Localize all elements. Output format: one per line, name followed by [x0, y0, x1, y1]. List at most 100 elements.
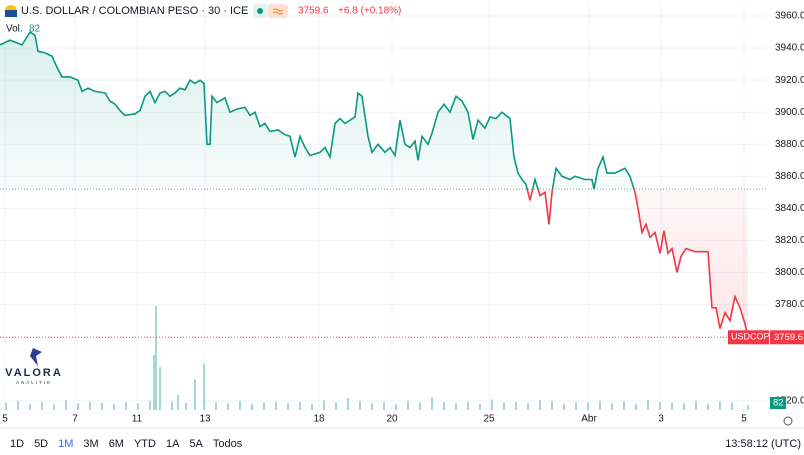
volume-bar — [395, 403, 397, 410]
volume-bar — [215, 402, 217, 410]
range-button[interactable]: 1A — [166, 438, 180, 450]
volume-bar — [101, 402, 103, 410]
volume-bar — [683, 403, 685, 410]
volume-bar — [407, 400, 409, 410]
volume-bar — [323, 400, 325, 410]
volume-bar — [227, 403, 229, 410]
volume-bar — [177, 394, 179, 410]
range-button[interactable]: 1D — [10, 438, 24, 450]
clock: 13:58:12 (UTC) — [725, 438, 801, 450]
range-button[interactable]: Todos — [213, 438, 243, 450]
volume-bar — [155, 306, 157, 410]
range-button[interactable]: 5A — [189, 438, 203, 450]
settings-icon[interactable] — [783, 416, 793, 426]
volume-bar — [467, 401, 469, 410]
volume-bar — [113, 403, 115, 410]
volume-bar — [563, 403, 565, 410]
volume-bar — [17, 400, 19, 410]
x-tick-label: 3 — [658, 414, 664, 425]
y-tick-label: 3900.0 — [775, 107, 804, 118]
volume-bar — [359, 401, 361, 410]
y-tick-label: 3940.0 — [775, 43, 804, 54]
volume-bar — [695, 400, 697, 410]
x-tick-label: 18 — [313, 414, 325, 425]
area-fill — [0, 32, 748, 338]
volume-bar — [419, 402, 421, 410]
symbol-tag: USDCOP — [731, 332, 770, 342]
volume-bar — [575, 402, 577, 410]
volume-bar — [719, 401, 721, 410]
y-tick-label: 3800.0 — [775, 267, 804, 278]
y-tick-label: 3860.0 — [775, 171, 804, 182]
volume-bar — [311, 403, 313, 410]
volume-bar — [371, 403, 373, 410]
y-tick-label: 3720.0 — [775, 395, 804, 406]
range-button[interactable]: 3M — [83, 438, 98, 450]
volume-bar — [707, 403, 709, 410]
volume-bar — [335, 402, 337, 410]
volume-bar — [539, 400, 541, 410]
plot — [0, 30, 766, 338]
volume-bar — [53, 404, 55, 410]
volume-tag — [770, 397, 786, 409]
volume-bar — [383, 402, 385, 410]
y-tick-label: 3960.0 — [775, 11, 804, 22]
volume-tag-label: 82 — [773, 398, 784, 409]
volume-bar — [185, 402, 187, 410]
volume-bar — [41, 402, 43, 410]
volume-bar — [239, 400, 241, 410]
axes: 3720.0 3780.0 3800.0 3820.0 3840.0 3860.0 3880… — [2, 11, 804, 425]
volume-bar — [89, 401, 91, 410]
volume-bar — [671, 402, 673, 410]
x-tick-label: 20 — [386, 414, 398, 425]
range-button[interactable]: 1M — [58, 438, 73, 450]
price-line — [0, 30, 749, 338]
volume-bar — [747, 404, 749, 410]
volume-bar — [5, 402, 7, 410]
volume-value: 82 — [29, 24, 41, 35]
price-tag — [728, 330, 769, 345]
volume-bar — [347, 397, 349, 410]
volume-bar — [149, 400, 151, 410]
status-dot — [257, 8, 263, 14]
logo-tagline: ANALITIK — [16, 380, 52, 385]
volume-bar — [263, 402, 265, 410]
volume-bar — [171, 401, 173, 410]
volume-bar — [251, 403, 253, 410]
volume-bar — [77, 403, 79, 410]
delay-icon — [272, 8, 284, 15]
delay-badge — [268, 4, 288, 18]
volume-bar — [551, 401, 553, 410]
last-price: 3759.6 — [298, 6, 329, 17]
volume-bar — [623, 401, 625, 410]
volume-bar — [137, 403, 139, 410]
volume-pane — [5, 306, 749, 410]
x-tick-label: 5 — [2, 414, 8, 425]
x-tick-label: 25 — [483, 414, 495, 425]
x-tick-label: 7 — [72, 414, 78, 425]
range-button[interactable]: 5D — [34, 438, 48, 450]
price-change: +6.8 (+0.18%) — [338, 6, 401, 17]
logo-icon — [30, 348, 42, 366]
volume-bar — [647, 400, 649, 410]
range-button[interactable]: YTD — [134, 438, 156, 450]
volume-bar — [275, 401, 277, 410]
price-tag-label: 3759.6 — [774, 332, 803, 343]
volume-bar — [479, 403, 481, 410]
range-button[interactable]: 6M — [109, 438, 124, 450]
y-tick-label: 3920.0 — [775, 75, 804, 86]
toolbar: 1D 5D 1M 3M 6M YTD 1A 5A Todos — [10, 438, 243, 450]
x-tick-label: Abr — [581, 414, 597, 425]
volume-bar — [159, 367, 161, 410]
volume-label: Vol. — [6, 24, 23, 35]
symbol-title: U.S. DOLLAR / COLOMBIAN PESO · 30 · ICE — [21, 5, 248, 17]
volume-bar — [29, 403, 31, 410]
volume-bar — [611, 403, 613, 410]
volume-bar — [153, 355, 155, 410]
volume-bar — [599, 400, 601, 410]
volume-bar — [491, 399, 493, 410]
volume-bar — [527, 403, 529, 410]
volume-bar — [443, 402, 445, 410]
x-tick-label: 11 — [132, 414, 143, 425]
